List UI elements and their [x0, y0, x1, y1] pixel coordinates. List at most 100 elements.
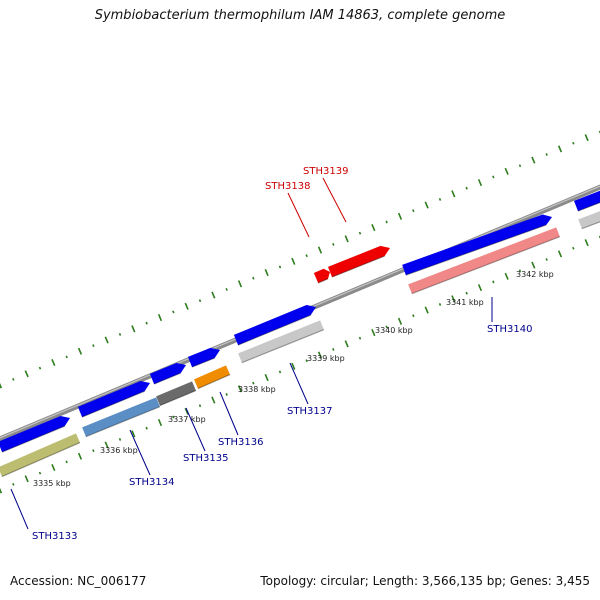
tick-mark [412, 209, 415, 213]
gene-arrow [156, 381, 196, 406]
tick-mark [0, 382, 3, 389]
tick-mark [531, 156, 536, 164]
gene-arrow [149, 362, 186, 385]
gene-arrow-edge [1, 425, 65, 453]
tick-mark [451, 190, 456, 198]
gene-arrow [574, 190, 600, 212]
accession-text: Accession: NC_006177 [10, 574, 147, 588]
tick-mark [438, 303, 442, 306]
tick-mark [172, 310, 175, 314]
tick-mark [118, 332, 122, 336]
gene-label: STH3140 [487, 324, 532, 335]
tick-mark [358, 231, 362, 235]
gene-arrow-edge [241, 329, 325, 364]
tick-mark [492, 280, 495, 284]
tick-mark [225, 288, 228, 291]
tick-mark [504, 272, 509, 280]
tick-mark [77, 452, 83, 460]
tick-mark [492, 175, 495, 179]
tick-mark [278, 370, 282, 374]
tick-mark [291, 257, 296, 265]
tick-mark [237, 280, 243, 288]
tick-mark [252, 381, 255, 385]
tick-mark [157, 418, 163, 427]
tick-mark [557, 145, 563, 153]
tick-mark [305, 254, 308, 258]
tick-mark [332, 243, 335, 246]
tick-mark [211, 291, 216, 299]
tick-mark [92, 449, 95, 453]
tick-mark [77, 347, 83, 355]
tick-label: 3335 kbp [33, 479, 71, 488]
tick-mark [278, 265, 282, 269]
gene-arrow [578, 211, 600, 229]
gene-arrow-edge [197, 374, 231, 390]
tick-mark [131, 430, 136, 438]
tick-mark [38, 366, 42, 370]
tick-mark [145, 321, 148, 325]
tick-mark [65, 460, 68, 464]
tick-mark [397, 317, 403, 325]
gene-label: STH3134 [129, 477, 174, 488]
tick-mark [317, 246, 323, 254]
tick-mark [332, 348, 335, 351]
tick-label: 3341 kbp [446, 298, 484, 307]
tick-mark [518, 269, 522, 273]
gene-arrow-edge [153, 372, 181, 385]
gene-label: STH3137 [287, 406, 332, 417]
gene-label-leader [322, 177, 347, 223]
tick-mark [477, 179, 483, 187]
tick-mark [504, 167, 509, 175]
tick-mark [344, 235, 349, 243]
tick-label: 3342 kbp [516, 270, 554, 279]
tick-layer [0, 130, 600, 494]
topology-text: Topology: circular; Length: 3,566,135 bp… [260, 574, 590, 588]
gene-arrow [313, 268, 330, 284]
tick-mark [291, 362, 296, 370]
tick-mark [172, 415, 175, 419]
gene-arrow [327, 245, 390, 278]
tick-mark [518, 164, 522, 168]
tick-mark [184, 302, 189, 310]
tick-label: 3338 kbp [238, 385, 276, 394]
tick-mark [584, 239, 589, 247]
tick-mark [198, 404, 202, 408]
tick-mark [424, 306, 429, 314]
tick-mark [51, 358, 56, 367]
tick-mark [184, 407, 189, 415]
tick-mark [465, 186, 468, 190]
gene-arrow-edge [317, 278, 329, 284]
tick-mark [211, 396, 216, 404]
tick-mark [557, 250, 563, 258]
tick-mark [104, 336, 109, 344]
map-title: Symbiobacterium thermophilum IAM 14863, … [94, 8, 506, 23]
gene-label-leader [219, 391, 239, 436]
gene-label-leader [10, 488, 29, 530]
gene-arrow-edge [81, 390, 145, 418]
gene-layer [0, 190, 600, 478]
tick-mark [0, 487, 3, 494]
tick-mark [12, 482, 15, 486]
tick-mark [305, 359, 308, 363]
tick-mark [371, 329, 376, 337]
gene-arrow [0, 415, 70, 453]
gene-arrow-edge [237, 314, 311, 346]
gene-arrow-edge [1, 442, 81, 478]
tick-mark [198, 299, 202, 303]
tick-mark [12, 377, 15, 381]
tick-mark [545, 153, 548, 156]
gene-arrow [187, 347, 220, 368]
gene-label-leader [287, 192, 310, 238]
tick-mark [264, 374, 269, 382]
gene-label: STH3135 [183, 453, 228, 464]
gene-label-leader [185, 407, 206, 452]
tick-mark [424, 201, 429, 209]
tick-mark [252, 276, 255, 280]
label-layer: 3335 kbp 3336 kbp 3337 kbp 3338 kbp 3339 kbp… [10, 166, 554, 542]
gene-label-leader [289, 362, 309, 405]
tick-mark [451, 295, 456, 303]
gene-arrow [402, 214, 552, 276]
gene-arrow [0, 433, 80, 477]
tick-mark [104, 441, 109, 449]
